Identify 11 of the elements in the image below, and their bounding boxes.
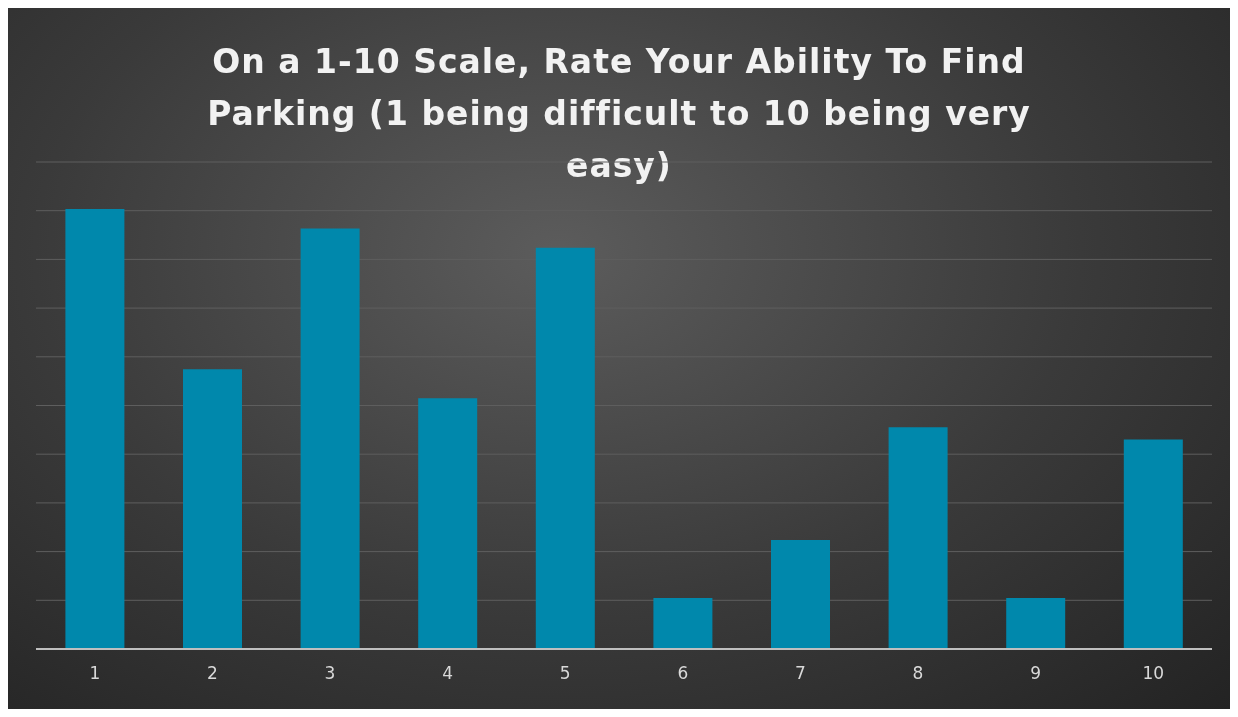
x-tick-label: 5 <box>559 663 571 684</box>
x-tick-label: 9 <box>1030 663 1042 684</box>
x-tick-label: 2 <box>206 663 218 684</box>
x-tick-label: 1 <box>89 663 101 684</box>
chart-title: On a 1-10 Scale, Rate Your Ability To Find Parking (1 being difficult to 10 being very easy) <box>206 41 1032 187</box>
x-tick-label: 8 <box>912 663 924 684</box>
x-tick-label: 4 <box>442 663 454 684</box>
x-tick-label: 6 <box>677 663 689 684</box>
x-tick-label: 3 <box>324 663 336 684</box>
x-tick-label: 10 <box>1142 663 1165 684</box>
x-tick-label: 7 <box>794 663 806 684</box>
